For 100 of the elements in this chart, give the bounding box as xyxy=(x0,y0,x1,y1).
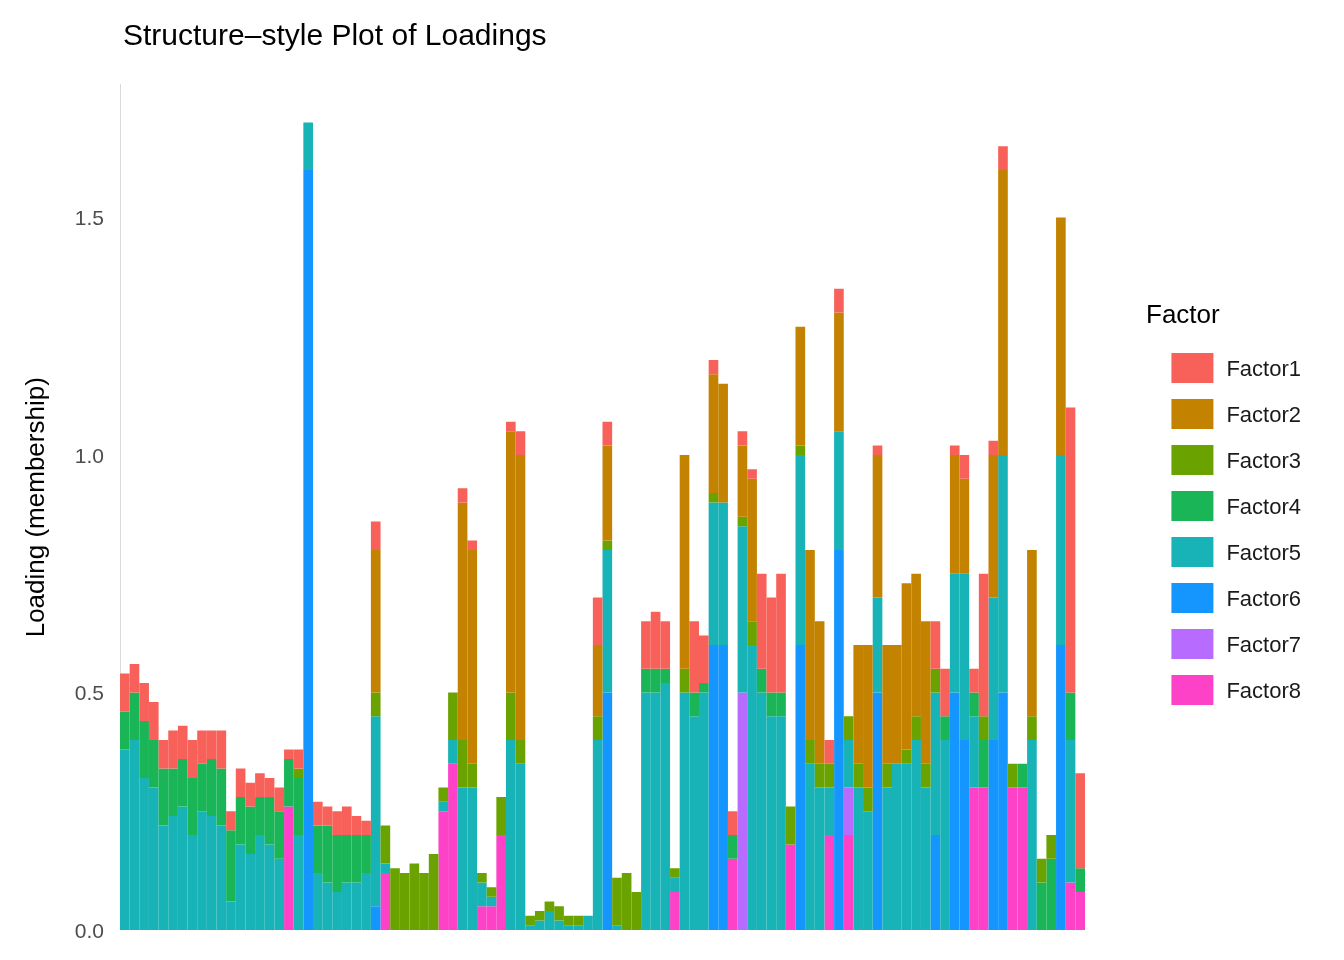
legend-label: Factor8 xyxy=(1226,677,1302,703)
bar xyxy=(930,835,941,930)
bar xyxy=(843,787,854,835)
bar xyxy=(670,892,680,930)
bar xyxy=(1017,763,1028,788)
bar xyxy=(1056,217,1066,455)
bar xyxy=(805,740,815,764)
legend-label: Factor7 xyxy=(1226,631,1302,657)
bar xyxy=(785,806,796,845)
bar xyxy=(380,873,391,930)
bar xyxy=(592,597,603,645)
bar xyxy=(1027,550,1037,717)
bar xyxy=(380,825,391,864)
bar xyxy=(911,716,921,740)
bar xyxy=(1056,645,1066,930)
bar xyxy=(988,440,999,455)
bar xyxy=(834,431,844,550)
bar xyxy=(795,645,806,930)
bar xyxy=(978,716,989,740)
legend-label: Factor5 xyxy=(1226,539,1302,565)
bar xyxy=(438,801,449,812)
bar xyxy=(602,445,613,541)
y-axis-title: Loading (membership) xyxy=(20,377,50,638)
bar xyxy=(1075,868,1085,892)
y-tick-label: 0.5 xyxy=(74,681,104,704)
chart-title: Structure–style Plot of Loadings xyxy=(123,17,547,51)
bar xyxy=(506,692,516,740)
y-tick-label: 0.0 xyxy=(74,918,104,942)
bar xyxy=(843,740,854,788)
bar xyxy=(708,360,719,375)
bar xyxy=(795,326,806,446)
bar xyxy=(756,668,767,693)
bar xyxy=(303,170,313,930)
bar xyxy=(370,692,381,717)
bar xyxy=(515,431,526,455)
bar xyxy=(834,550,844,930)
bar xyxy=(699,683,709,693)
bar xyxy=(592,716,603,740)
bar xyxy=(670,868,680,878)
bar xyxy=(998,146,1008,170)
bar xyxy=(930,668,941,693)
bar xyxy=(872,597,883,693)
bar xyxy=(1027,740,1037,930)
bar xyxy=(872,692,883,930)
bar xyxy=(920,763,931,788)
bar xyxy=(1065,692,1076,740)
legend-label: Factor6 xyxy=(1226,585,1302,611)
bar xyxy=(727,811,738,835)
bar xyxy=(747,621,757,645)
bar xyxy=(284,806,294,930)
bar xyxy=(496,797,506,835)
bar xyxy=(940,716,950,740)
bar xyxy=(843,716,854,740)
bar xyxy=(1027,716,1037,740)
bar xyxy=(930,621,941,669)
bar xyxy=(727,858,738,930)
y-tick-label: 1.5 xyxy=(74,206,104,229)
legend-label: Factor1 xyxy=(1226,355,1302,381)
bar xyxy=(1065,740,1076,883)
bar xyxy=(1065,407,1076,693)
bar xyxy=(872,455,883,598)
bar xyxy=(679,455,690,669)
bar xyxy=(438,787,449,802)
bar xyxy=(477,873,487,883)
bar xyxy=(747,469,757,479)
bar xyxy=(824,740,835,764)
bar xyxy=(689,692,699,717)
bar xyxy=(988,455,999,598)
bar xyxy=(940,668,950,717)
bar xyxy=(737,692,748,930)
bar xyxy=(959,455,970,479)
bar xyxy=(1075,773,1085,869)
bar xyxy=(370,550,381,693)
bar xyxy=(612,925,622,930)
bar xyxy=(506,421,516,432)
bar xyxy=(293,835,304,930)
bar xyxy=(679,668,690,693)
legend-label: Factor3 xyxy=(1226,447,1302,473)
bar xyxy=(795,455,806,645)
y-tick-label: 1.0 xyxy=(74,443,104,467)
bar xyxy=(901,749,912,764)
bar xyxy=(370,906,381,930)
bar xyxy=(303,122,313,170)
bar xyxy=(1056,455,1066,645)
bar xyxy=(949,445,960,455)
bar xyxy=(834,288,844,313)
bar xyxy=(737,431,748,446)
bar xyxy=(978,740,989,788)
bar xyxy=(448,692,458,740)
bar xyxy=(834,312,844,432)
bar xyxy=(863,787,873,812)
bar xyxy=(708,493,719,503)
bar xyxy=(602,421,613,446)
bar xyxy=(785,844,796,930)
bar xyxy=(467,540,478,550)
bar xyxy=(592,645,603,717)
bar xyxy=(486,887,497,897)
bar xyxy=(843,835,854,930)
bar xyxy=(1007,763,1018,788)
bar xyxy=(727,835,738,859)
